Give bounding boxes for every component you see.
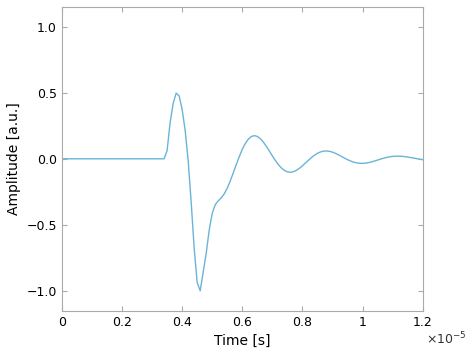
X-axis label: Time [s]: Time [s] <box>214 334 271 348</box>
Y-axis label: Amplitude [a.u.]: Amplitude [a.u.] <box>7 102 21 215</box>
Text: $\times10^{-5}$: $\times10^{-5}$ <box>426 331 467 347</box>
